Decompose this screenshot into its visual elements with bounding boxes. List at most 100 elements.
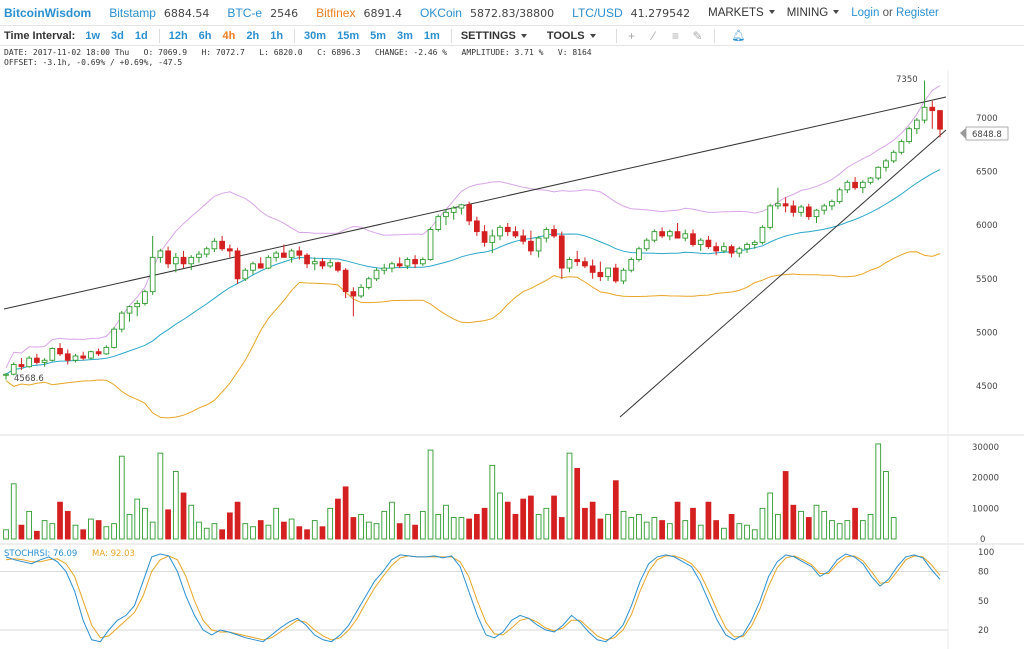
interval-toolbar: Time Interval: 1w 3d 1d 12h 6h 4h 2h 1h … [0,25,1024,46]
bell-icon[interactable]: 🔔︎ [731,30,746,42]
price-tick: 4500 [976,382,998,392]
markets-menu[interactable]: MARKETS [708,7,775,19]
stoch-tick: 100 [978,548,994,558]
candle-body [535,237,542,252]
volume-bars [3,443,897,540]
candle-body [458,204,465,209]
candle-body [34,357,40,363]
register-link[interactable]: Register [896,6,939,19]
interval-5m[interactable]: 5m [370,29,387,42]
interval-2h[interactable]: 2h [246,29,260,42]
candle-body [728,246,735,254]
exchange-name[interactable]: Bitstamp [109,5,156,20]
volume-bar [705,501,712,540]
interval-30m[interactable]: 30m [304,29,327,42]
candle-body [381,267,388,271]
candle-body [427,229,434,260]
candle-body [612,267,619,282]
volume-bar [674,501,681,540]
exchange-name[interactable]: OKCoin [419,5,462,20]
exchange-bitfinex[interactable]: Bitfinex 6891.4 [316,6,402,20]
exchange-okcoin[interactable]: OKCoin 5872.83/38800 [420,6,554,20]
volume-bar [798,510,804,540]
price-tick: 5000 [976,328,998,338]
brand-logo[interactable]: BitcoinWisdom [4,5,92,20]
lower-band-line [5,251,941,419]
volume-bar [867,514,874,540]
line-draw-icon[interactable]: ⁄ [652,28,655,43]
markets-label: MARKETS [708,6,764,19]
volume-bar [566,452,573,540]
volume-tick: 20000 [972,474,999,484]
time-interval-label: Time Interval: [4,29,76,42]
candle-body [80,355,87,359]
volume-bar [859,520,866,540]
exchange-ltcusd[interactable]: LTC/USD 41.279542 [572,6,690,20]
exchange-bitstamp[interactable]: Bitstamp 6884.54 [109,6,209,20]
candle-body [628,259,635,271]
volume-bar [103,526,110,540]
volume-bar [3,529,9,540]
stoch-tick: 80 [978,568,989,578]
volume-bar [489,464,496,540]
exchange-name[interactable]: Bitfinex [316,5,356,20]
interval-1d[interactable]: 1d [134,29,148,42]
volume-bar [219,529,225,540]
candle-body [88,351,94,359]
interval-6h[interactable]: 6h [198,29,212,42]
exchange-btce[interactable]: BTC-e 2546 [227,6,298,20]
volume-bar [242,523,249,540]
exchange-name[interactable]: LTC/USD [572,5,623,20]
volume-bar [211,523,218,540]
interval-12h[interactable]: 12h [168,29,188,42]
tools-menu[interactable]: TOOLS [547,30,596,42]
volume-bar [41,520,48,540]
mining-menu[interactable]: MINING [787,7,840,19]
interval-3m[interactable]: 3m [397,29,413,42]
upper-band-line [5,85,941,369]
volume-bar [612,480,619,540]
login-link[interactable]: Login [851,6,880,19]
volume-bar [497,492,503,540]
candle-body [890,151,897,162]
volume-bar [535,514,542,540]
candle-body [234,250,241,280]
candle-body [95,351,102,355]
ohlc-info: DATE: 2017-11-02 18:00 Thu O: 7069.9 H: … [4,48,592,57]
candle-body [335,262,341,271]
volume-bar [651,517,658,540]
exchange-price: 41.279542 [630,6,691,20]
interval-1h[interactable]: 1h [270,29,284,42]
candle-body [396,263,403,267]
stoch-lines [5,553,941,643]
interval-1w[interactable]: 1w [85,29,101,42]
candle-body [798,206,804,213]
candles [3,80,943,380]
volume-bar [852,507,858,540]
trend-lines[interactable] [3,96,947,418]
divider [713,28,715,43]
volume-bar [721,527,727,540]
volume-bar [57,501,63,540]
candle-body [589,265,596,273]
brush-icon[interactable]: ✎ [692,28,703,43]
interval-15m[interactable]: 15m [337,29,360,42]
candle-body [219,240,225,250]
volume-bar [126,514,133,540]
volume-bar [350,517,357,540]
interval-3d[interactable]: 3d [111,29,124,42]
candle-body [358,286,364,297]
exchange-name[interactable]: BTC-e [227,5,263,20]
settings-menu[interactable]: SETTINGS [461,30,527,42]
hlines-icon[interactable]: ≡ [672,28,680,43]
current-price-label: 6848.8 [972,130,1002,140]
crosshair-icon[interactable]: + [628,28,636,43]
volume-bar [196,521,202,540]
candle-body [929,106,936,112]
interval-1m[interactable]: 1m [423,29,440,42]
volume-bar [327,507,334,540]
candle-body [898,141,905,153]
interval-4h[interactable]: 4h [222,29,236,42]
volume-bar [520,498,527,540]
